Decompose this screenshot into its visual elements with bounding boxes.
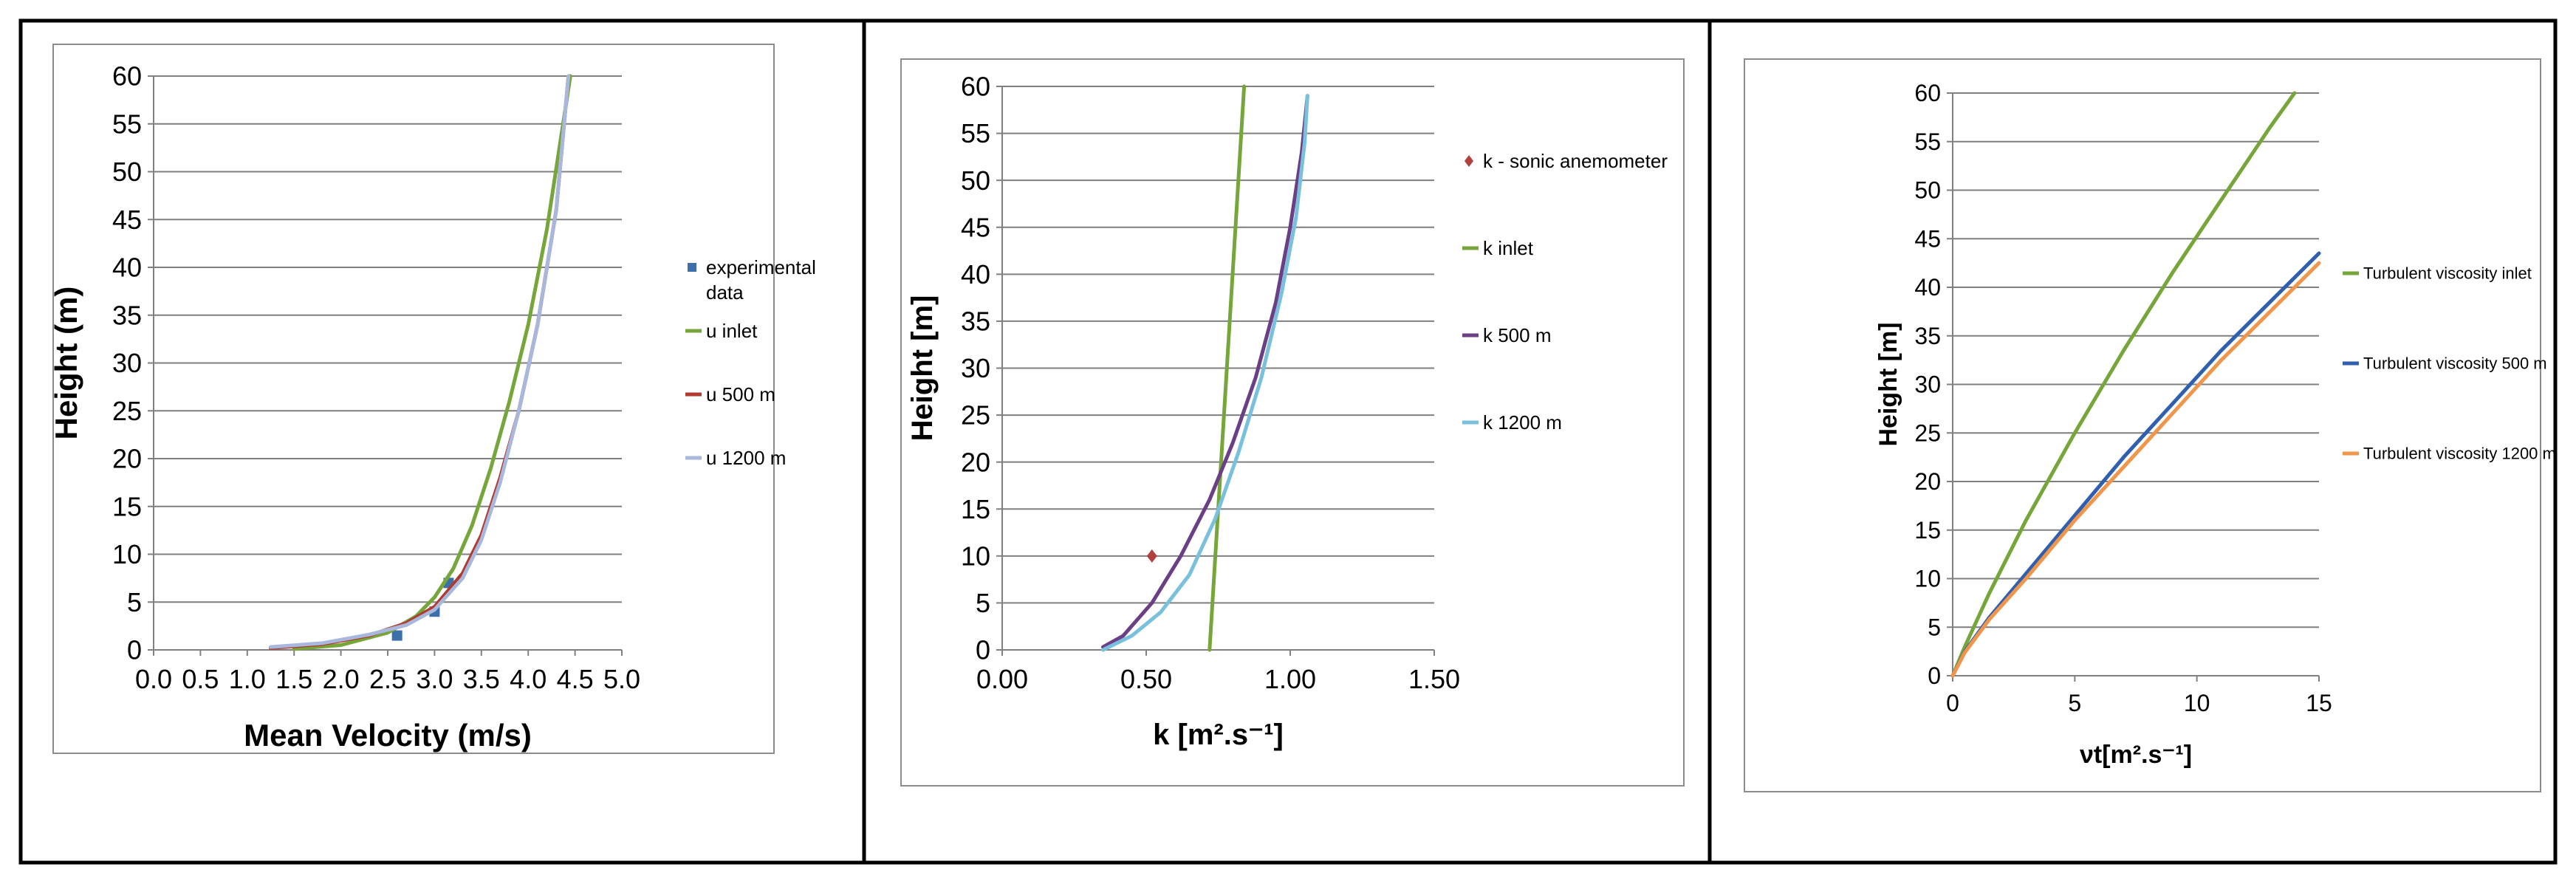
y-tick-label: 45 [1914, 225, 1941, 252]
y-tick-label: 20 [961, 447, 990, 477]
legend-marker [1465, 155, 1473, 167]
y-tick-label: 55 [1914, 129, 1941, 155]
series-line [1950, 91, 2297, 678]
x-axis-title: νt[m².s⁻¹] [2080, 741, 2192, 769]
y-tick-label: 45 [112, 205, 142, 235]
y-tick-label: 60 [961, 72, 990, 102]
y-tick-label: 55 [112, 109, 142, 139]
series-line [269, 74, 571, 649]
x-tick-label: 10 [2184, 690, 2210, 716]
y-axis-title: Height (m) [49, 287, 83, 440]
x-tick-label: 1.00 [1264, 664, 1316, 694]
y-tick-label: 0 [127, 635, 142, 665]
y-tick-label: 35 [961, 306, 990, 337]
legend-label: Turbulent viscosity inlet [2363, 264, 2532, 283]
y-tick-label: 15 [1914, 517, 1941, 544]
y-tick-label: 50 [961, 165, 990, 196]
tke-profile-chart: 0 5 10 15 20 25 30 35 40 45 50 55 60 0.00 0.50 1.00 1.50… [900, 58, 1685, 787]
x-tick-label: 3.5 [463, 664, 500, 694]
legend-label: Turbulent viscosity 1200 m [2363, 445, 2556, 463]
y-tick-label: 0 [1928, 662, 1941, 689]
legend-label: u 1200 m [706, 447, 786, 469]
y-tick-label: 55 [961, 118, 990, 148]
series-line [1101, 94, 1309, 649]
y-tick-label: 40 [1914, 274, 1941, 301]
y-tick-label: 35 [112, 300, 142, 330]
legend-label: u inlet [706, 320, 758, 342]
y-tick-label: 25 [1914, 419, 1941, 446]
legend-marker [688, 263, 696, 272]
y-tick-label: 5 [127, 587, 142, 617]
x-tick-label: 1.5 [275, 664, 312, 694]
x-tick-label: 2.0 [323, 664, 360, 694]
y-tick-label: 60 [112, 61, 142, 92]
chart-area-border [52, 44, 775, 754]
y-tick-label: 30 [961, 353, 990, 383]
y-tick-label: 5 [1928, 614, 1941, 640]
y-tick-label: 25 [961, 400, 990, 431]
x-tick-label: 0 [1946, 690, 1959, 716]
series-line [1208, 84, 1247, 652]
y-tick-label: 10 [112, 539, 142, 569]
y-tick-label: 20 [1914, 468, 1941, 495]
legend-label: k 1200 m [1483, 411, 1562, 434]
legend-label: Turbulent viscosity 500 m [2363, 354, 2547, 373]
legend-label: k - sonic anemometer [1483, 150, 1668, 172]
x-axis-title: k [m².s⁻¹] [1153, 719, 1284, 751]
x-tick-label: 4.0 [510, 664, 547, 694]
y-tick-label: 50 [112, 157, 142, 187]
y-tick-label: 40 [112, 253, 142, 283]
legend-label: u 500 m [706, 383, 775, 405]
x-tick-label: 5 [2068, 690, 2081, 716]
y-tick-label: 30 [1914, 371, 1941, 398]
x-tick-label: 1.0 [229, 664, 266, 694]
y-tick-label: 20 [112, 444, 142, 474]
data-point-marker [391, 630, 402, 641]
y-tick-label: 25 [112, 396, 142, 426]
legend-label: k 500 m [1483, 324, 1552, 346]
x-tick-label: 3.0 [416, 664, 453, 694]
y-tick-label: 60 [1914, 80, 1941, 106]
x-tick-label: 0.5 [182, 664, 219, 694]
y-tick-label: 15 [112, 491, 142, 521]
x-tick-label: 5.0 [603, 664, 640, 694]
y-axis-title: Height [m] [906, 295, 939, 442]
y-tick-label: 40 [961, 259, 990, 289]
legend-label: k inlet [1483, 237, 1534, 259]
series-line [1101, 94, 1309, 652]
legend-label: data [706, 281, 744, 304]
series-line [1950, 261, 2321, 678]
x-tick-label: 4.5 [557, 664, 594, 694]
y-tick-label: 0 [976, 635, 990, 665]
x-axis-title: Mean Velocity (m/s) [244, 718, 532, 753]
y-tick-label: 5 [976, 588, 990, 618]
series-line [292, 74, 572, 651]
y-tick-label: 50 [1914, 177, 1941, 204]
data-point-marker [1146, 549, 1157, 563]
velocity-profile-chart: 0 5 10 15 20 25 30 35 40 45 50 55 60 0.0 0.5 1.0 1.5 2.0 2… [49, 44, 816, 754]
y-tick-label: 10 [1914, 566, 1941, 592]
y-tick-label: 10 [961, 541, 990, 571]
outer-frame [18, 18, 2558, 865]
y-tick-label: 15 [961, 494, 990, 524]
x-tick-label: 15 [2306, 690, 2332, 716]
legend-label: experimental [706, 256, 816, 278]
x-tick-label: 0.00 [976, 664, 1028, 694]
y-tick-label: 35 [1914, 323, 1941, 349]
turbulent-viscosity-chart: 0 5 10 15 20 25 30 35 40 45 50 55 60 0 5 10 15 νt[m².s⁻¹]… [1744, 58, 2556, 792]
y-tick-label: 45 [961, 212, 990, 242]
chart-area-border [1744, 58, 2541, 792]
y-axis-title: Height [m] [1874, 322, 1902, 446]
x-tick-label: 1.50 [1408, 664, 1460, 694]
y-tick-label: 30 [112, 348, 142, 378]
x-tick-label: 2.5 [369, 664, 406, 694]
x-tick-label: 0.50 [1120, 664, 1172, 694]
x-tick-label: 0.0 [135, 664, 172, 694]
